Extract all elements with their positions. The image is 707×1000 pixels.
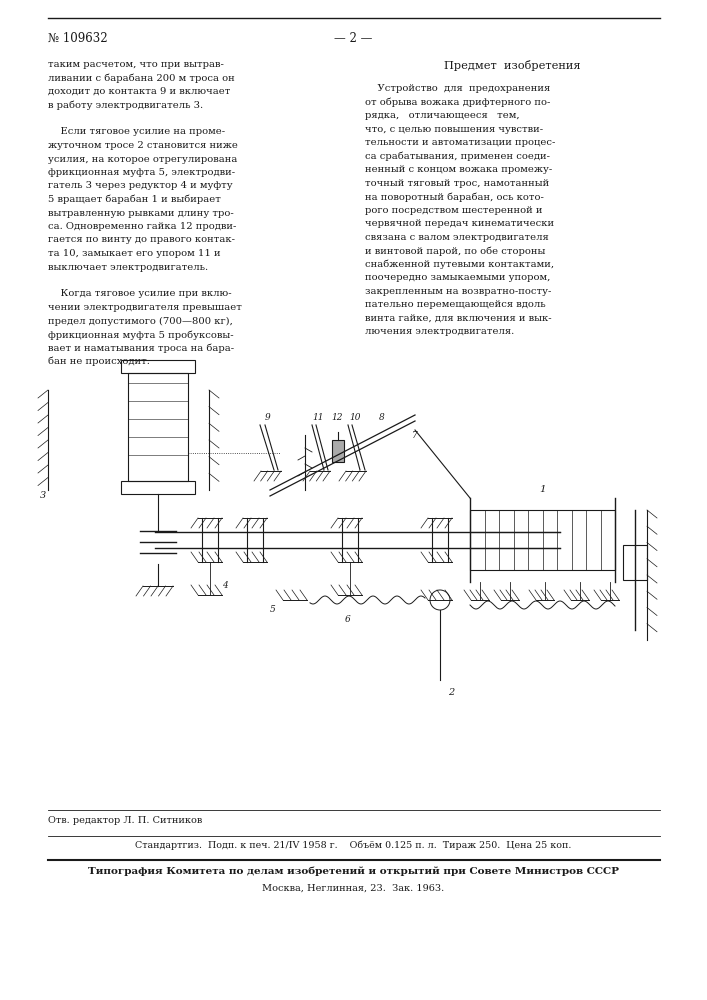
Bar <box>128 373 188 481</box>
Text: — 2 —: — 2 — <box>334 32 373 45</box>
Text: 4: 4 <box>222 580 228 589</box>
Text: Когда тяговое усилие при вклю-: Когда тяговое усилие при вклю- <box>48 290 232 298</box>
Bar <box>470 510 615 570</box>
Text: вает и наматывания троса на бара-: вает и наматывания троса на бара- <box>48 344 234 353</box>
Text: са. Одновременно гайка 12 продви-: са. Одновременно гайка 12 продви- <box>48 222 236 231</box>
Text: ненный с концом вожака промежу-: ненный с концом вожака промежу- <box>365 165 552 174</box>
Text: фрикционная муфта 5, электродви-: фрикционная муфта 5, электродви- <box>48 168 235 177</box>
Text: 11: 11 <box>312 414 324 422</box>
Text: та 10, замыкает его упором 11 и: та 10, замыкает его упором 11 и <box>48 249 221 258</box>
Text: 6: 6 <box>345 615 351 624</box>
Text: Если тяговое усилие на проме-: Если тяговое усилие на проме- <box>48 127 225 136</box>
Text: от обрыва вожака дрифтерного по-: от обрыва вожака дрифтерного по- <box>365 98 550 107</box>
Text: Предмет  изобретения: Предмет изобретения <box>444 60 581 71</box>
Text: гается по винту до правого контак-: гается по винту до правого контак- <box>48 235 235 244</box>
Text: связана с валом электродвигателя: связана с валом электродвигателя <box>365 233 549 242</box>
Text: на поворотный барабан, ось кото-: на поворотный барабан, ось кото- <box>365 192 544 202</box>
Text: рого посредством шестеренной и: рого посредством шестеренной и <box>365 206 542 215</box>
Text: Отв. редактор Л. П. Ситников: Отв. редактор Л. П. Ситников <box>48 816 202 825</box>
Text: в работу электродвигатель 3.: в работу электродвигатель 3. <box>48 101 203 110</box>
Text: фрикционная муфта 5 пробуксовы-: фрикционная муфта 5 пробуксовы- <box>48 330 233 340</box>
Bar <box>121 481 195 494</box>
Text: Москва, Неглинная, 23.  Зак. 1963.: Москва, Неглинная, 23. Зак. 1963. <box>262 884 445 893</box>
Bar <box>332 440 344 462</box>
Text: таким расчетом, что при вытрав-: таким расчетом, что при вытрав- <box>48 60 224 69</box>
Text: бан не происходит.: бан не происходит. <box>48 357 150 366</box>
Text: тельности и автоматизации процес-: тельности и автоматизации процес- <box>365 138 556 147</box>
Text: винта гайке, для включения и вык-: винта гайке, для включения и вык- <box>365 314 551 323</box>
Text: са срабатывания, применен соеди-: са срабатывания, применен соеди- <box>365 152 550 161</box>
Text: 12: 12 <box>332 414 343 422</box>
Text: 5 вращает барабан 1 и выбирает: 5 вращает барабан 1 и выбирает <box>48 195 221 205</box>
Text: 8: 8 <box>379 414 385 422</box>
Text: и винтовой парой, по обе стороны: и винтовой парой, по обе стороны <box>365 246 545 256</box>
Text: гатель 3 через редуктор 4 и муфту: гатель 3 через редуктор 4 и муфту <box>48 182 233 190</box>
Text: вытравленную рывками длину тро-: вытравленную рывками длину тро- <box>48 209 234 218</box>
Text: доходит до контакта 9 и включает: доходит до контакта 9 и включает <box>48 87 230 96</box>
Text: поочередно замыкаемыми упором,: поочередно замыкаемыми упором, <box>365 273 550 282</box>
Text: что, с целью повышения чувстви-: что, с целью повышения чувстви- <box>365 125 543 134</box>
Text: лючения электродвигателя.: лючения электродвигателя. <box>365 327 514 336</box>
Text: пательно перемещающейся вдоль: пательно перемещающейся вдоль <box>365 300 546 309</box>
Text: выключает электродвигатель.: выключает электродвигатель. <box>48 262 208 271</box>
Text: закрепленным на возвратно-посту-: закрепленным на возвратно-посту- <box>365 287 551 296</box>
Text: 9: 9 <box>265 414 271 422</box>
Text: Устройство  для  предохранения: Устройство для предохранения <box>365 84 550 93</box>
Text: Стандартгиз.  Подп. к печ. 21/IV 1958 г.    Объём 0.125 п. л.  Тираж 250.  Цена : Стандартгиз. Подп. к печ. 21/IV 1958 г. … <box>135 841 572 850</box>
Bar <box>623 545 647 580</box>
Text: 7: 7 <box>412 430 418 440</box>
Text: предел допустимого (700—800 кг),: предел допустимого (700—800 кг), <box>48 316 233 326</box>
Text: 3: 3 <box>40 490 46 499</box>
Text: рядка,   отличающееся   тем,: рядка, отличающееся тем, <box>365 111 520 120</box>
Text: 10: 10 <box>349 414 361 422</box>
Text: ливании с барабана 200 м троса он: ливании с барабана 200 м троса он <box>48 74 235 83</box>
Text: Типография Комитета по делам изобретений и открытий при Совете Министров СССР: Типография Комитета по делам изобретений… <box>88 866 619 876</box>
Text: снабженной путевыми контактами,: снабженной путевыми контактами, <box>365 260 554 269</box>
Text: 5: 5 <box>270 605 276 614</box>
Text: № 109632: № 109632 <box>48 32 107 45</box>
Text: червячной передач кинематически: червячной передач кинематически <box>365 219 554 228</box>
Text: точный тяговый трос, намотанный: точный тяговый трос, намотанный <box>365 179 549 188</box>
Bar <box>121 360 195 373</box>
Text: 1: 1 <box>539 486 546 494</box>
Text: чении электродвигателя превышает: чении электродвигателя превышает <box>48 303 242 312</box>
Text: 2: 2 <box>448 688 455 697</box>
Text: жуточном тросе 2 становится ниже: жуточном тросе 2 становится ниже <box>48 141 238 150</box>
Text: усилия, на которое отрегулирована: усилия, на которое отрегулирована <box>48 154 238 163</box>
